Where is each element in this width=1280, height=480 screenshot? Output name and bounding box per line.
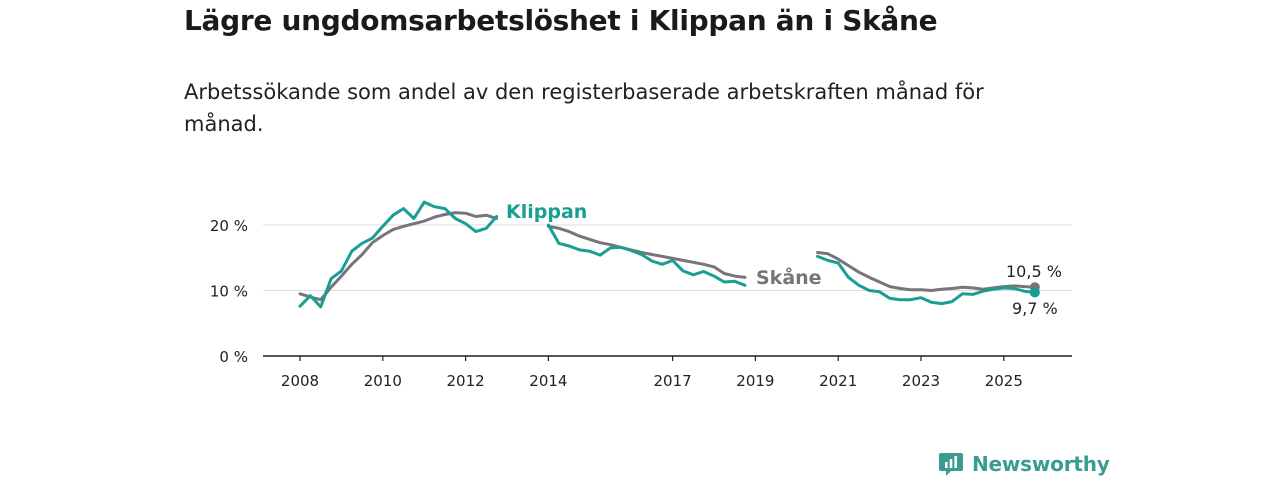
- x-tick-label: 2012: [447, 372, 485, 390]
- series-label-klippan: Klippan: [506, 201, 587, 223]
- x-tick-label: 2017: [654, 372, 692, 390]
- newsworthy-brand: Newsworthy: [938, 449, 1110, 479]
- y-tick-label: 20 %: [210, 217, 248, 235]
- x-tick-label: 2014: [529, 372, 567, 390]
- chart-title: Lägre ungdomsarbetslöshet i Klippan än i…: [184, 4, 938, 37]
- brand-name: Newsworthy: [972, 452, 1110, 476]
- y-tick-label: 0 %: [219, 348, 248, 366]
- end-point-klippan: [1029, 287, 1040, 298]
- series-line-skne: [298, 211, 1037, 302]
- series-line-klippan: [298, 200, 1037, 309]
- chart-subtitle: Arbetssökande som andel av den registerb…: [184, 80, 984, 136]
- x-tick-label: 2010: [364, 372, 402, 390]
- series-labels: Klippan Skåne 10,5 % 9,7 %: [506, 201, 1062, 318]
- x-axis: 2008 2010 2012 2014 2017 2019 2021 2023 2025: [263, 355, 1072, 390]
- x-tick-label: 2023: [902, 372, 940, 390]
- x-tick-label: 2019: [736, 372, 774, 390]
- y-axis: 0 % 10 % 20 %: [210, 217, 248, 366]
- newsworthy-logo-icon: [939, 453, 963, 476]
- end-label-skne: 10,5 %: [1006, 262, 1062, 281]
- x-tick-label: 2008: [281, 372, 319, 390]
- x-tick-label: 2025: [985, 372, 1023, 390]
- y-tick-label: 10 %: [210, 283, 248, 301]
- series-label-skne: Skåne: [756, 265, 822, 289]
- end-label-klippan: 9,7 %: [1012, 299, 1058, 318]
- x-tick-label: 2021: [819, 372, 857, 390]
- series-lines: [298, 200, 1040, 309]
